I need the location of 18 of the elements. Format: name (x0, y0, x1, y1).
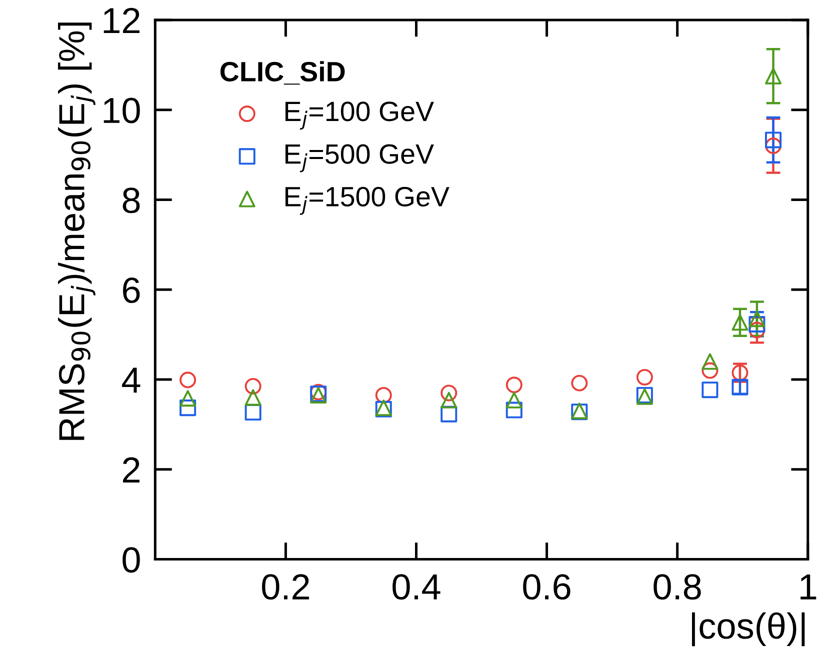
x-tick-label: 0.2 (262, 574, 309, 600)
legend-label: E$_{j}$=1500 GeV (286, 186, 450, 215)
x-axis-title: |cos(θ)| (692, 612, 805, 646)
y-tick-label: 0 (122, 547, 140, 573)
y-tick-label: 4 (122, 368, 140, 393)
y-tick-label: 8 (122, 188, 140, 214)
x-tick-label: 0.8 (654, 574, 701, 600)
text: RMS$_{90}$(E$_{j}$)/mean$_{90}$(E$_{j}$) [%] (58, 22, 96, 440)
y-tick-label: 10 (104, 98, 140, 124)
x-tick-label: 0.4 (392, 574, 440, 600)
x-tick-label: 1 (800, 574, 816, 600)
legend-title: CLIC_SiD (220, 61, 345, 85)
legend-label: E$_{j}$=500 GeV (286, 144, 434, 172)
y-tick-label: 12 (104, 8, 140, 34)
y-tick-label: 6 (123, 277, 140, 304)
legend-label: E$_{j}$=100 GeV (286, 102, 434, 130)
x-tick-label: 0.6 (523, 574, 570, 600)
y-tick-label: 2 (123, 457, 140, 482)
